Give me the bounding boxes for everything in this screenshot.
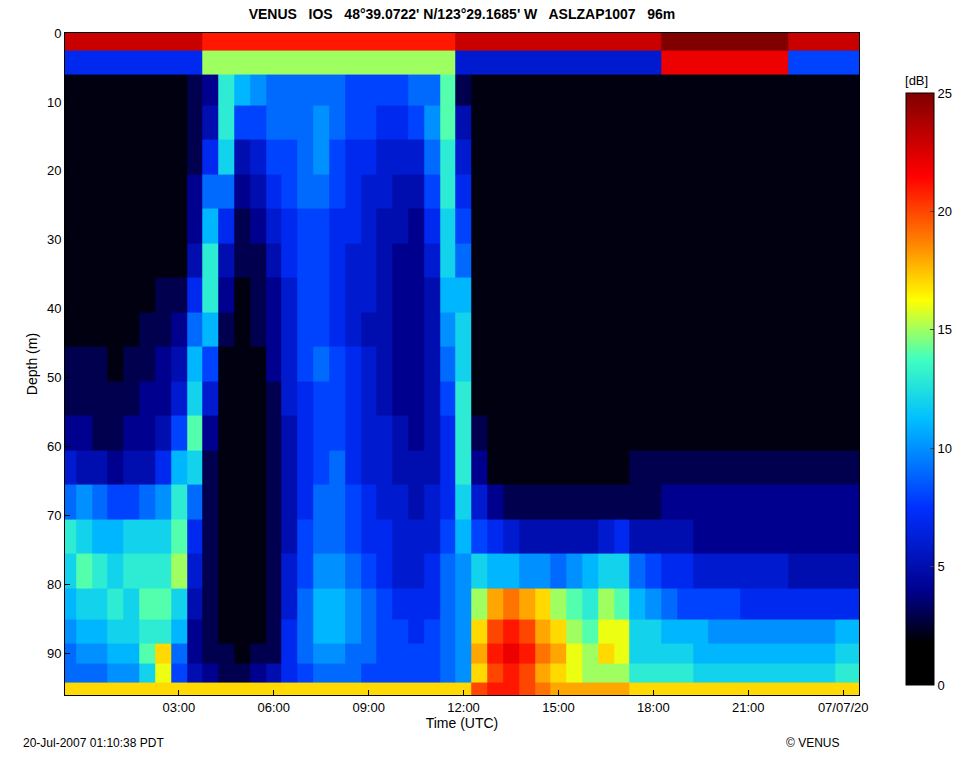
svg-text:© VENUS: © VENUS [786,736,840,750]
svg-text:50: 50 [47,370,61,385]
svg-text:[dB]: [dB] [905,73,928,88]
svg-text:25: 25 [938,86,952,101]
svg-text:20-Jul-2007 01:10:38 PDT: 20-Jul-2007 01:10:38 PDT [23,736,164,750]
svg-text:0: 0 [938,678,945,693]
svg-text:0: 0 [54,26,61,41]
svg-text:10: 10 [47,95,61,110]
svg-text:12:00: 12:00 [447,700,480,715]
svg-text:15:00: 15:00 [542,700,575,715]
svg-text:5: 5 [938,559,945,574]
svg-text:06:00: 06:00 [258,700,291,715]
svg-text:40: 40 [47,301,61,316]
svg-text:10: 10 [938,441,952,456]
svg-text:70: 70 [47,508,61,523]
svg-text:Time (UTC): Time (UTC) [426,715,499,731]
svg-text:VENUS IOS 48°39.0722' N/12: VENUS IOS 48°39.0722' N/123°29.1685' W A… [249,6,676,22]
svg-text:15: 15 [938,322,952,337]
svg-text:Depth (m): Depth (m) [24,333,40,395]
svg-text:90: 90 [47,646,61,661]
svg-text:18:00: 18:00 [637,700,670,715]
svg-text:20: 20 [47,163,61,178]
svg-text:09:00: 09:00 [352,700,385,715]
svg-text:21:00: 21:00 [732,700,765,715]
svg-text:60: 60 [47,439,61,454]
svg-text:03:00: 03:00 [163,700,196,715]
svg-text:20: 20 [938,204,952,219]
svg-text:07/07/20: 07/07/20 [818,700,869,715]
svg-text:80: 80 [47,577,61,592]
svg-text:30: 30 [47,232,61,247]
